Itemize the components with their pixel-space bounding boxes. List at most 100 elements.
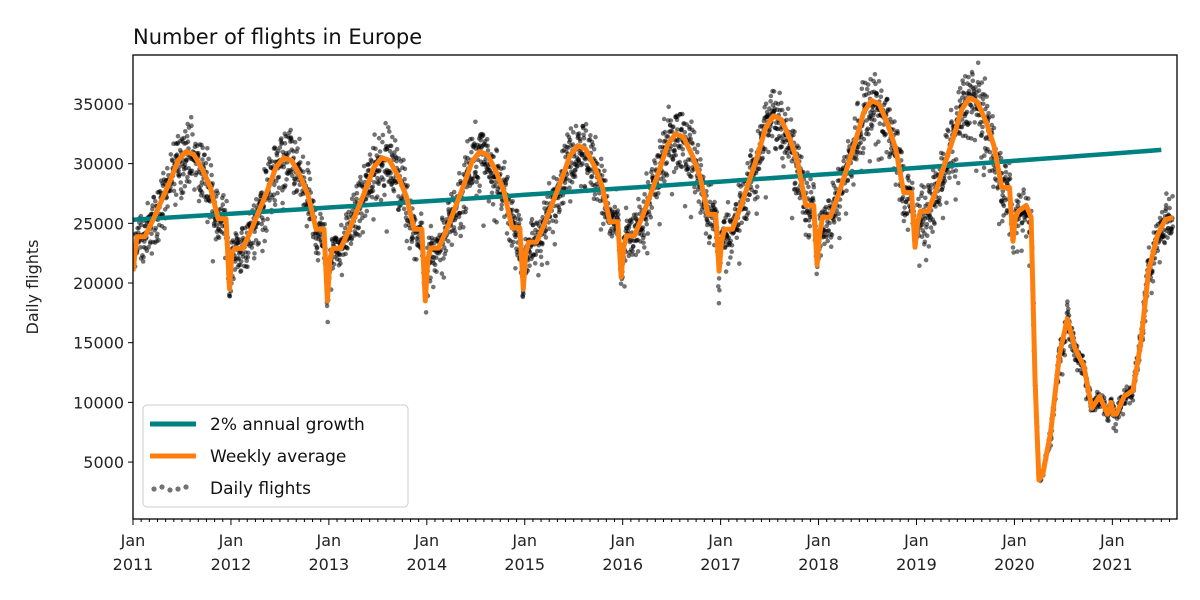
daily-flight-point: [516, 212, 522, 218]
daily-flight-point: [771, 89, 777, 94]
daily-flight-point: [974, 168, 979, 174]
y-tick-label: 5000: [83, 453, 124, 472]
daily-flight-point: [654, 194, 659, 200]
daily-flight-point: [200, 145, 205, 151]
daily-flight-point: [469, 136, 475, 142]
daily-flight-point: [946, 170, 952, 175]
daily-flight-point: [304, 223, 310, 229]
daily-flight-point: [807, 223, 813, 229]
daily-flight-point: [324, 303, 330, 309]
x-tick-label-year: 2019: [896, 555, 937, 574]
daily-flight-point: [961, 81, 966, 87]
daily-flight-point: [378, 197, 384, 203]
daily-flight-point: [176, 168, 181, 173]
daily-flight-point: [937, 202, 943, 207]
daily-flight-point: [200, 157, 205, 162]
daily-flight-point: [187, 179, 192, 185]
legend-growth-label: 2% annual growth: [210, 415, 365, 435]
daily-flight-point: [1018, 194, 1023, 199]
daily-flight-point: [405, 183, 410, 188]
daily-flight-point: [664, 173, 670, 178]
y-tick-label: 20000: [73, 274, 124, 293]
daily-flight-point: [504, 231, 510, 236]
x-tick-label-month: Jan: [609, 531, 635, 550]
daily-flight-point: [375, 194, 380, 199]
daily-flight-point: [561, 200, 566, 206]
daily-flight-point: [272, 198, 278, 203]
daily-flight-point: [940, 215, 946, 221]
daily-flight-point: [675, 127, 680, 132]
legend-dot: [167, 487, 173, 493]
daily-flight-point: [954, 105, 959, 110]
daily-flight-point: [831, 220, 837, 225]
daily-flight-point: [707, 234, 713, 239]
daily-flight-point: [234, 232, 239, 238]
daily-flight-point: [689, 174, 694, 179]
daily-flight-point: [380, 162, 385, 167]
daily-flight-point: [181, 171, 186, 177]
daily-flight-point: [463, 206, 469, 212]
daily-flight-point: [754, 184, 760, 189]
daily-flight-point: [837, 204, 843, 209]
daily-flight-point: [1172, 0, 1177, 2]
daily-flight-point: [716, 300, 722, 306]
daily-flight-point: [869, 123, 875, 128]
daily-flight-point: [940, 184, 946, 190]
daily-flight-point: [362, 213, 368, 219]
daily-flight-point: [948, 107, 954, 113]
daily-flight-point: [481, 223, 486, 228]
daily-flight-point: [982, 153, 987, 158]
daily-flight-point: [924, 233, 930, 238]
daily-flight-point: [1120, 412, 1126, 417]
daily-flight-point: [260, 248, 265, 254]
daily-flight-point: [744, 216, 749, 222]
daily-flight-point: [588, 133, 593, 138]
daily-flight-point: [473, 164, 479, 170]
daily-flight-point: [808, 176, 813, 182]
daily-flight-point: [322, 222, 328, 227]
daily-flight-point: [532, 261, 538, 266]
x-axis: Jan 2011 Jan 2012 Jan 2013 Jan 2014 Jan 2015 Jan 20…: [113, 519, 1170, 574]
daily-flight-point: [274, 152, 280, 158]
daily-flight-point: [696, 199, 702, 204]
daily-flight-point: [256, 240, 262, 246]
daily-flight-point: [814, 271, 819, 277]
daily-flight-point: [1066, 306, 1071, 312]
daily-flight-point: [474, 179, 480, 185]
daily-flight-point: [1109, 396, 1114, 402]
daily-flight-point: [546, 181, 552, 186]
daily-flight-point: [689, 119, 694, 124]
daily-flight-point: [1060, 372, 1065, 377]
daily-flight-point: [485, 148, 491, 153]
daily-flight-point: [185, 174, 190, 180]
daily-flight-point: [960, 95, 965, 100]
legend-dot: [159, 484, 165, 490]
daily-flight-point: [767, 127, 772, 133]
daily-flight-point: [271, 192, 277, 197]
daily-flight-point: [692, 184, 697, 190]
daily-flight-point: [861, 137, 867, 142]
daily-flight-point: [168, 188, 173, 194]
daily-flight-point: [177, 172, 182, 177]
daily-flight-point: [872, 117, 877, 123]
daily-flight-point: [706, 240, 712, 246]
daily-flight-point: [404, 238, 410, 244]
daily-flight-point: [680, 147, 685, 152]
daily-flight-point: [244, 258, 249, 264]
daily-flight-point: [923, 195, 928, 201]
daily-flight-point: [269, 159, 275, 164]
daily-flight-point: [419, 220, 425, 226]
daily-flight-point: [370, 184, 376, 190]
daily-flight-point: [879, 156, 884, 161]
daily-flight-point: [416, 234, 421, 240]
daily-flight-point: [972, 120, 977, 125]
daily-flight-point: [581, 151, 586, 157]
x-tick-label-month: Jan: [413, 531, 439, 550]
daily-flight-point: [990, 114, 995, 119]
daily-flight-point: [836, 211, 841, 217]
daily-flight-point: [575, 164, 580, 169]
daily-flight-point: [205, 219, 210, 225]
daily-flight-point: [189, 123, 194, 128]
daily-flight-point: [883, 131, 888, 137]
daily-flight-point: [1171, 0, 1176, 2]
